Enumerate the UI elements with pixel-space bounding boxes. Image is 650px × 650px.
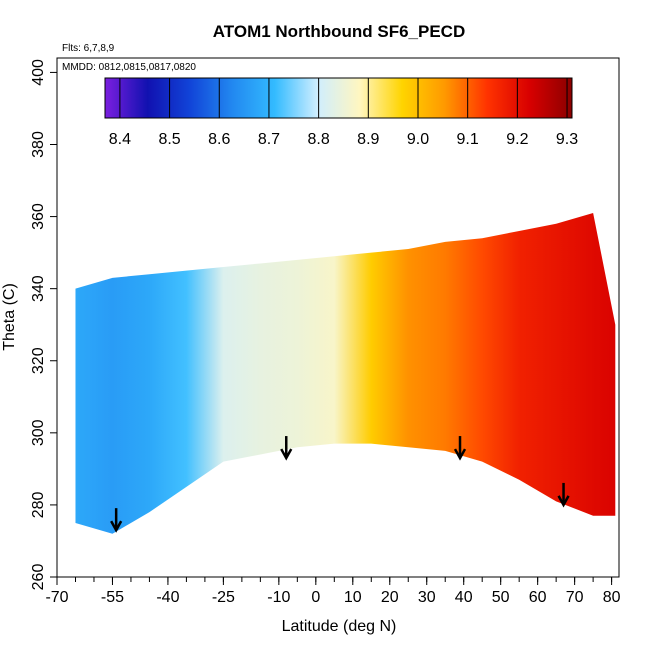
data-surface-area — [75, 212, 616, 534]
x-tick-label: 40 — [455, 589, 473, 606]
profile-arrow-2 — [280, 436, 293, 461]
x-tick-label: 60 — [529, 589, 547, 606]
x-tick-label: -55 — [101, 589, 124, 606]
x-tick-label: 0 — [311, 589, 320, 606]
colorbar-tick-label: 8.7 — [258, 131, 280, 148]
colorbar-tick-label: 8.8 — [308, 131, 330, 148]
y-tick-label: 260 — [30, 564, 47, 591]
colorbar-ticks: 8.4 8.5 8.6 8.7 8.8 8.9 9.0 9.1 9.2 9.3 — [109, 78, 578, 148]
x-tick-label: -25 — [212, 589, 235, 606]
profile-markers — [110, 436, 570, 533]
y-tick-label: 400 — [30, 59, 47, 86]
colorbar-tick-label: 9.2 — [506, 131, 528, 148]
colorbar-rect — [104, 77, 573, 119]
x-tick-label: 20 — [381, 589, 399, 606]
y-tick-label: 380 — [30, 131, 47, 158]
y-tick-label: 340 — [30, 275, 47, 302]
x-tick-label: 30 — [418, 589, 436, 606]
x-tick-label: 80 — [603, 589, 621, 606]
colorbar-tick-label: 8.6 — [208, 131, 230, 148]
x-tick-label: 50 — [492, 589, 510, 606]
x-tick-label: -40 — [156, 589, 179, 606]
y-tick-label: 280 — [30, 491, 47, 518]
x-tick-label: -70 — [45, 589, 68, 606]
data-surface — [75, 212, 616, 534]
colorbar-tick-label: 9.3 — [556, 131, 578, 148]
profile-arrow-1 — [110, 508, 123, 533]
flights-annotation: Flts: 6,7,8,9 — [62, 43, 115, 54]
y-tick-label: 300 — [30, 419, 47, 446]
x-tick-label: 70 — [566, 589, 584, 606]
colorbar: 8.4 8.5 8.6 8.7 8.8 8.9 9.0 9.1 9.2 9.3 — [104, 77, 578, 148]
plot-frame — [56, 57, 620, 578]
x-tick-label: -10 — [267, 589, 290, 606]
x-axis: -70 -55 -40 -25 -10 0 10 20 30 40 50 60 70 80 — [45, 577, 621, 606]
colorbar-tick-label: 8.4 — [109, 131, 131, 148]
profile-arrow-4 — [557, 482, 570, 508]
y-tick-label: 360 — [30, 203, 47, 230]
profile-arrow-3 — [453, 436, 467, 461]
colorbar-tick-label: 9.1 — [457, 131, 479, 148]
y-axis-label: Theta (C) — [1, 283, 18, 351]
y-axis: 260 280 300 320 340 360 380 400 — [30, 59, 57, 590]
chart-title: ATOM1 Northbound SF6_PECD — [213, 22, 466, 41]
colorbar-tick-label: 8.5 — [158, 131, 180, 148]
y-tick-label: 320 — [30, 347, 47, 374]
colorbar-tick-label: 8.9 — [357, 131, 379, 148]
x-axis-label: Latitude (deg N) — [282, 618, 397, 635]
dates-annotation: MMDD: 0812,0815,0817,0820 — [62, 62, 196, 73]
x-tick-label: 10 — [344, 589, 362, 606]
colorbar-tick-label: 9.0 — [407, 131, 429, 148]
